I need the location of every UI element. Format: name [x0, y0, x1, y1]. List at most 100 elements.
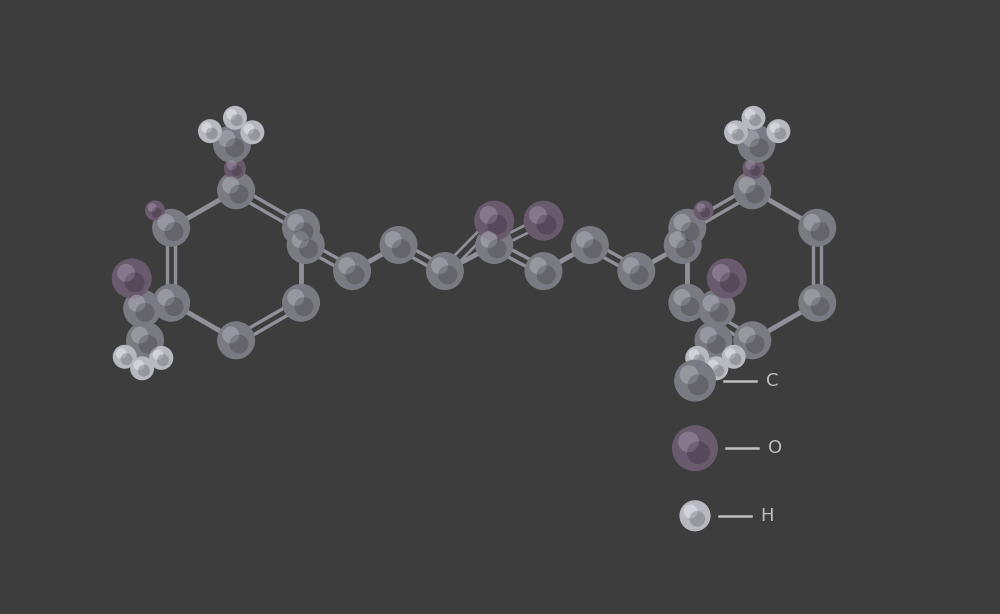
Circle shape	[333, 252, 371, 290]
Circle shape	[704, 356, 728, 380]
Circle shape	[733, 321, 771, 359]
Circle shape	[213, 125, 251, 163]
Circle shape	[218, 130, 235, 147]
Circle shape	[287, 214, 304, 231]
Circle shape	[738, 327, 756, 343]
Circle shape	[724, 120, 748, 144]
Circle shape	[282, 284, 320, 322]
Circle shape	[798, 209, 836, 247]
Circle shape	[229, 335, 248, 354]
Circle shape	[130, 356, 154, 380]
Circle shape	[227, 160, 237, 170]
Circle shape	[133, 360, 144, 370]
Circle shape	[664, 226, 702, 264]
Circle shape	[224, 157, 246, 179]
Circle shape	[116, 348, 127, 359]
Circle shape	[730, 353, 742, 365]
Circle shape	[287, 289, 304, 306]
Circle shape	[712, 264, 730, 282]
Circle shape	[426, 252, 464, 290]
Circle shape	[380, 226, 418, 264]
Circle shape	[696, 203, 705, 212]
Circle shape	[117, 264, 135, 282]
Circle shape	[530, 257, 547, 274]
Circle shape	[157, 214, 174, 231]
Circle shape	[206, 128, 218, 139]
Circle shape	[121, 353, 133, 365]
Circle shape	[529, 206, 547, 224]
Circle shape	[742, 130, 760, 147]
Circle shape	[737, 125, 775, 163]
Circle shape	[226, 109, 237, 120]
Circle shape	[488, 239, 507, 258]
Circle shape	[678, 432, 699, 452]
Circle shape	[687, 441, 710, 464]
Circle shape	[222, 176, 239, 193]
Circle shape	[131, 327, 148, 344]
Circle shape	[571, 226, 609, 264]
Circle shape	[475, 226, 513, 264]
Circle shape	[732, 129, 744, 141]
Circle shape	[201, 122, 212, 133]
Circle shape	[240, 120, 264, 144]
Circle shape	[123, 290, 161, 328]
Circle shape	[217, 321, 255, 359]
Circle shape	[745, 109, 756, 120]
Circle shape	[707, 335, 726, 354]
Circle shape	[537, 265, 556, 284]
Circle shape	[700, 327, 717, 344]
Text: O: O	[768, 439, 782, 457]
Circle shape	[480, 206, 498, 224]
Circle shape	[148, 203, 157, 212]
Circle shape	[128, 295, 145, 312]
Circle shape	[702, 295, 720, 312]
Circle shape	[697, 290, 735, 328]
Circle shape	[225, 138, 244, 157]
Circle shape	[138, 335, 157, 354]
Circle shape	[223, 106, 247, 130]
Circle shape	[738, 176, 756, 193]
Circle shape	[630, 265, 649, 284]
Circle shape	[157, 289, 174, 306]
Circle shape	[392, 239, 411, 258]
Circle shape	[673, 214, 691, 231]
Circle shape	[668, 209, 706, 247]
Circle shape	[679, 500, 711, 531]
Circle shape	[622, 257, 640, 274]
Circle shape	[474, 201, 514, 241]
Circle shape	[684, 504, 698, 518]
Circle shape	[811, 222, 830, 241]
Circle shape	[741, 106, 765, 130]
Circle shape	[693, 354, 705, 367]
Circle shape	[282, 209, 320, 247]
Circle shape	[680, 365, 699, 384]
Circle shape	[746, 185, 765, 204]
Circle shape	[742, 157, 764, 179]
Circle shape	[770, 122, 780, 133]
Circle shape	[164, 297, 183, 316]
Circle shape	[149, 346, 173, 370]
Circle shape	[694, 322, 732, 360]
Circle shape	[750, 165, 761, 176]
Circle shape	[750, 138, 769, 157]
Circle shape	[287, 226, 325, 264]
Circle shape	[294, 222, 313, 241]
Circle shape	[231, 114, 243, 126]
Circle shape	[198, 119, 222, 143]
Circle shape	[774, 128, 786, 139]
Circle shape	[694, 200, 714, 220]
Circle shape	[725, 348, 736, 359]
Circle shape	[688, 375, 709, 395]
Circle shape	[688, 349, 699, 360]
Circle shape	[438, 265, 457, 284]
Circle shape	[745, 160, 755, 170]
Circle shape	[798, 284, 836, 322]
Circle shape	[720, 273, 740, 292]
Circle shape	[733, 171, 771, 209]
Circle shape	[576, 231, 593, 248]
Circle shape	[766, 119, 790, 143]
Circle shape	[749, 114, 761, 126]
Circle shape	[229, 185, 248, 204]
Circle shape	[299, 239, 318, 258]
Circle shape	[112, 258, 152, 298]
